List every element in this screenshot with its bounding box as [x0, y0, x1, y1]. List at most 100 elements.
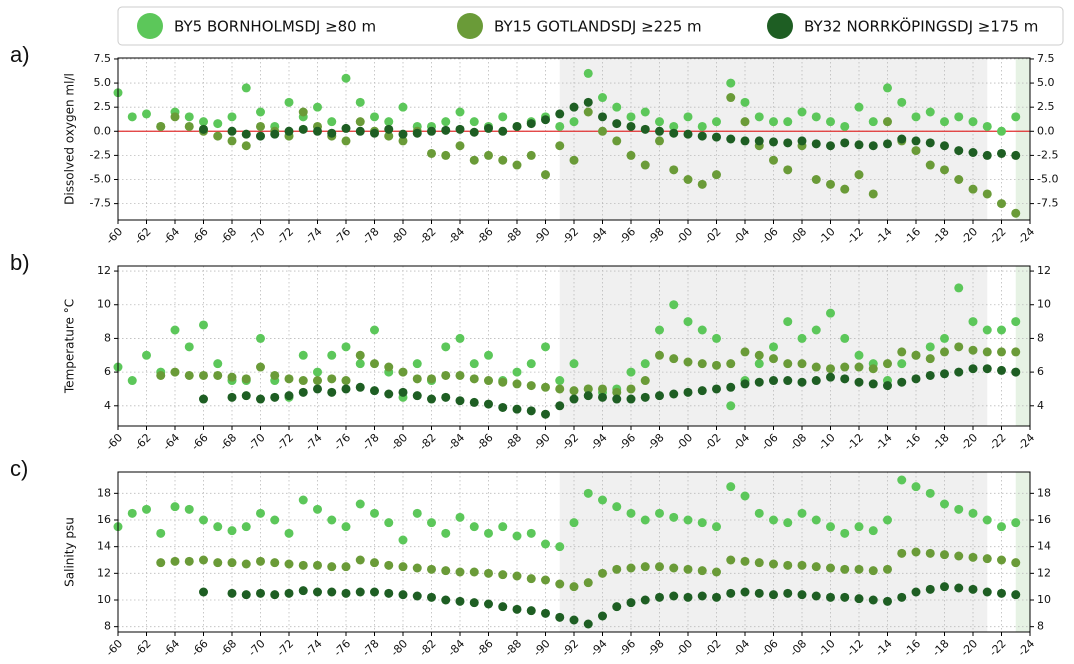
data-point: [1011, 317, 1021, 327]
data-point: [797, 560, 807, 570]
data-point: [826, 364, 835, 374]
data-point: [640, 515, 650, 525]
data-point: [469, 522, 479, 532]
data-point: [911, 482, 921, 492]
data-point: [455, 107, 465, 117]
y2-tick-label: 18: [1037, 486, 1051, 499]
x-tick-label: -74: [303, 225, 325, 247]
data-point: [1011, 367, 1021, 377]
data-point: [555, 121, 565, 131]
data-point: [127, 376, 137, 386]
data-point: [697, 131, 707, 141]
data-point: [541, 539, 550, 549]
data-point: [370, 508, 379, 518]
data-point: [669, 165, 679, 175]
data-point: [455, 124, 465, 134]
data-point: [640, 160, 650, 170]
data-point: [341, 376, 351, 386]
data-point: [170, 502, 180, 512]
data-point: [626, 508, 636, 518]
data-point: [241, 374, 251, 384]
legend-label: BY32 NORRKÖPINGSDJ ≥175 m: [804, 17, 1038, 36]
data-point: [840, 121, 850, 131]
x-tick-label: -86: [474, 431, 496, 453]
data-point: [1011, 150, 1021, 160]
data-point: [341, 342, 351, 352]
data-point: [868, 595, 878, 605]
data-point: [883, 596, 892, 606]
x-tick-label: -00: [673, 225, 695, 247]
data-point: [726, 401, 736, 411]
data-point: [213, 119, 223, 129]
data-point: [925, 548, 935, 558]
data-point: [142, 504, 151, 514]
data-point: [284, 374, 294, 384]
x-tick-label: -94: [588, 431, 610, 453]
data-point: [569, 582, 579, 592]
data-point: [555, 401, 565, 411]
data-point: [298, 387, 308, 397]
data-point: [811, 362, 821, 372]
data-point: [754, 558, 764, 568]
data-point: [883, 359, 892, 369]
data-point: [783, 518, 793, 528]
data-point: [270, 129, 280, 139]
data-point: [1011, 208, 1021, 218]
data-point: [313, 376, 322, 386]
data-point: [854, 350, 864, 360]
data-point: [441, 392, 451, 402]
data-point: [598, 495, 607, 505]
data-point: [783, 376, 793, 386]
y2-tick-label: 4: [1037, 399, 1044, 412]
data-point: [954, 551, 964, 561]
y2-tick-label: 7.5: [1037, 52, 1055, 65]
data-point: [655, 562, 664, 572]
data-point: [982, 364, 992, 374]
data-point: [583, 488, 593, 498]
data-point: [555, 141, 565, 151]
x-tick-label: -74: [303, 431, 325, 453]
data-point: [498, 602, 508, 612]
y-tick-label: 4: [104, 399, 111, 412]
data-point: [754, 588, 764, 598]
y-tick-label: -7.5: [90, 197, 111, 210]
data-point: [341, 73, 351, 83]
data-point: [441, 566, 451, 576]
data-point: [398, 590, 408, 600]
data-point: [911, 146, 921, 156]
data-point: [612, 564, 622, 574]
data-point: [355, 350, 365, 360]
data-point: [640, 392, 650, 402]
data-point: [940, 347, 949, 357]
data-point: [469, 598, 479, 608]
x-tick-label: -92: [559, 637, 581, 659]
y-tick-label: -2.5: [90, 148, 111, 161]
data-point: [184, 112, 194, 122]
data-point: [598, 568, 607, 578]
data-point: [241, 129, 251, 139]
data-point: [455, 396, 465, 406]
data-point: [569, 117, 579, 127]
data-point: [868, 189, 878, 199]
data-point: [298, 350, 308, 360]
data-point: [783, 317, 793, 327]
data-point: [683, 112, 693, 122]
data-point: [583, 107, 593, 117]
data-point: [826, 141, 835, 151]
x-tick-label: -18: [930, 431, 952, 453]
data-point: [184, 504, 194, 514]
data-point: [384, 518, 394, 528]
data-point: [583, 384, 593, 394]
data-point: [826, 592, 835, 602]
data-point: [883, 564, 892, 574]
x-tick-label: -90: [531, 431, 553, 453]
data-point: [925, 107, 935, 117]
data-point: [811, 376, 821, 386]
data-point: [484, 123, 493, 133]
data-point: [868, 117, 878, 127]
data-point: [241, 141, 251, 151]
data-point: [441, 370, 451, 380]
data-point: [854, 102, 864, 112]
x-tick-label: -12: [844, 637, 866, 659]
data-point: [954, 175, 964, 184]
